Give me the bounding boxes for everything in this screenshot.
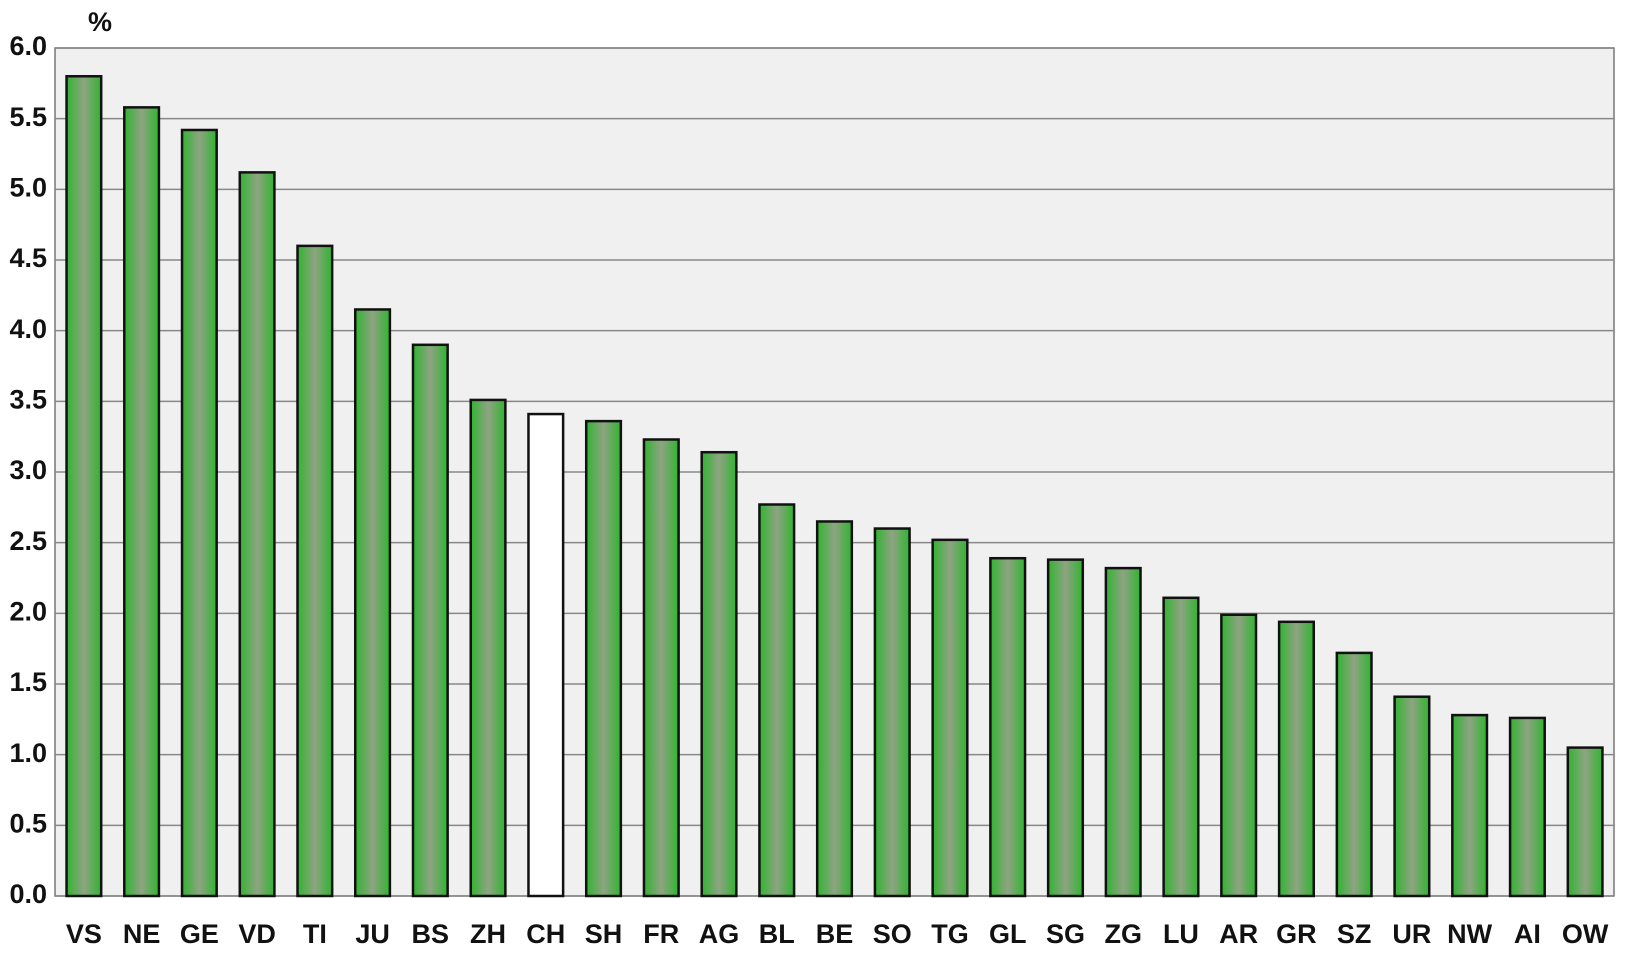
x-tick-label: GE	[180, 919, 219, 949]
x-tick-label: ZH	[470, 919, 506, 949]
bar	[527, 412, 565, 898]
x-tick-label: CH	[526, 919, 565, 949]
x-tick-label: TI	[303, 919, 327, 949]
y-tick-label: 0.5	[9, 808, 47, 838]
bar	[700, 450, 738, 898]
x-tick-label: GL	[989, 919, 1027, 949]
bar	[354, 308, 392, 898]
bar	[123, 106, 161, 898]
bar	[296, 244, 334, 898]
x-tick-label: OW	[1562, 919, 1609, 949]
bar	[1451, 713, 1489, 898]
x-tick-label: BL	[759, 919, 795, 949]
y-tick-label: 5.0	[9, 172, 47, 202]
x-tick-label: AI	[1514, 919, 1541, 949]
bar	[931, 538, 969, 898]
x-tick-label: VS	[66, 919, 102, 949]
bar	[469, 398, 507, 898]
bar	[65, 75, 103, 898]
bar	[1104, 566, 1142, 898]
bar	[1277, 620, 1315, 898]
x-tick-label: NE	[123, 919, 161, 949]
bar	[1566, 746, 1604, 898]
bar	[873, 527, 911, 898]
bar	[1046, 558, 1085, 898]
y-tick-label: 5.5	[9, 102, 47, 132]
x-tick-label: GR	[1276, 919, 1317, 949]
x-tick-label: FR	[643, 919, 679, 949]
x-tick-label: SH	[585, 919, 623, 949]
bar	[1220, 613, 1258, 898]
bar	[1393, 695, 1431, 898]
y-tick-label: 3.5	[9, 384, 47, 414]
bar	[180, 128, 218, 898]
bar	[1508, 716, 1546, 898]
y-tick-label: 1.5	[9, 667, 47, 697]
bar	[411, 343, 449, 898]
bar	[238, 171, 276, 898]
x-tick-label: TG	[931, 919, 969, 949]
x-tick-label: JU	[355, 919, 390, 949]
x-tick-label: BS	[412, 919, 450, 949]
x-tick-label: UR	[1392, 919, 1431, 949]
x-tick-label: NW	[1447, 919, 1492, 949]
y-tick-label: 2.5	[9, 526, 47, 556]
x-tick-label: AG	[699, 919, 740, 949]
x-tick-label: AR	[1219, 919, 1258, 949]
bar	[1162, 596, 1200, 898]
x-tick-label: SG	[1046, 919, 1085, 949]
bar	[815, 520, 854, 898]
x-tick-label: VD	[238, 919, 276, 949]
bar	[989, 556, 1027, 898]
bar	[758, 503, 796, 898]
y-tick-label: 2.0	[9, 596, 47, 626]
y-tick-label: 0.0	[9, 879, 47, 909]
y-tick-label: 6.0	[9, 31, 47, 61]
y-tick-label: 4.5	[9, 243, 47, 273]
x-tick-label: BE	[816, 919, 854, 949]
x-tick-label: SO	[873, 919, 912, 949]
y-tick-label: 4.0	[9, 314, 47, 344]
x-tick-label: LU	[1163, 919, 1199, 949]
bar	[584, 419, 623, 898]
bar	[642, 438, 680, 898]
x-tick-label: SZ	[1337, 919, 1372, 949]
y-tick-label: 3.0	[9, 455, 47, 485]
bar	[1335, 651, 1373, 898]
y-tick-label: 1.0	[9, 738, 47, 768]
x-tick-label: ZG	[1104, 919, 1142, 949]
y-axis-label: %	[88, 7, 112, 37]
